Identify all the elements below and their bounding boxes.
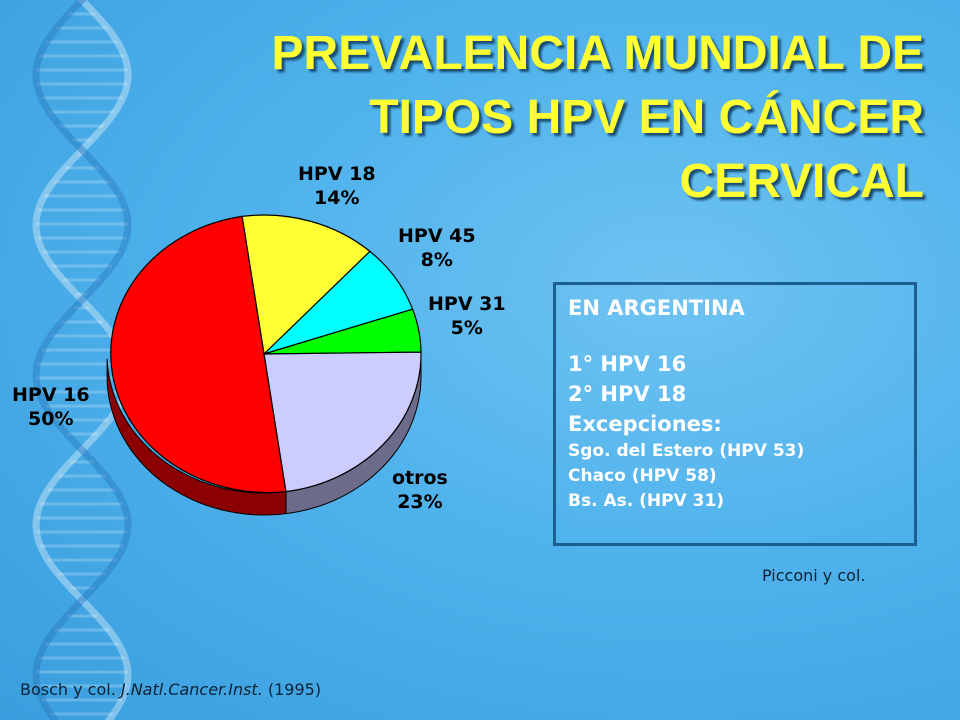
label-hpv18-value: 14% xyxy=(314,187,360,209)
credit-bosch-year: (1995) xyxy=(267,680,322,699)
pie-slice-hpv18 xyxy=(241,214,371,356)
pie-side-hpv16 xyxy=(106,358,287,516)
label-otros-value: 23% xyxy=(397,491,443,513)
slide-title: PREVALENCIA MUNDIAL DE TIPOS HPV EN CÁNC… xyxy=(164,22,924,214)
label-hpv31-value: 5% xyxy=(450,317,483,339)
title-line-2: TIPOS HPV EN CÁNCER xyxy=(369,91,924,144)
label-hpv31-name: HPV 31 xyxy=(428,293,506,315)
credit-bosch-authors: Bosch y col. xyxy=(20,680,116,699)
infobox-first: 1° HPV 16 xyxy=(568,352,687,376)
label-hpv45: HPV 45 8% xyxy=(398,224,476,272)
argentina-infobox: EN ARGENTINA 1° HPV 16 2° HPV 18 Excepci… xyxy=(553,282,917,546)
label-hpv18: HPV 18 14% xyxy=(298,162,376,210)
label-hpv16-value: 50% xyxy=(28,408,74,430)
credit-bosch-journal: J.Natl.Cancer.Inst. xyxy=(120,680,263,699)
label-hpv16: HPV 16 50% xyxy=(12,383,90,431)
title-line-3: CERVICAL xyxy=(679,155,924,208)
label-hpv18-name: HPV 18 xyxy=(298,163,376,185)
infobox-exceptions-label: Excepciones: xyxy=(568,412,722,436)
credit-picconi: Picconi y col. xyxy=(762,566,866,585)
label-otros: otros 23% xyxy=(392,466,448,514)
infobox-exception-2: Chaco (HPV 58) xyxy=(568,466,717,486)
title-line-1: PREVALENCIA MUNDIAL DE xyxy=(271,27,924,80)
label-hpv45-value: 8% xyxy=(420,249,453,271)
label-hpv31: HPV 31 5% xyxy=(428,292,506,340)
pie-slice-otros xyxy=(263,351,422,493)
infobox-exception-1: Sgo. del Estero (HPV 53) xyxy=(568,441,805,461)
dna-strand xyxy=(32,0,132,720)
credit-bosch: Bosch y col. J.Natl.Cancer.Inst. (1995) xyxy=(20,680,321,699)
infobox-second: 2° HPV 18 xyxy=(568,382,687,406)
label-otros-name: otros xyxy=(392,467,448,489)
pie-slice-hpv16 xyxy=(110,215,287,494)
label-hpv16-name: HPV 16 xyxy=(12,384,90,406)
dna-helix-decoration xyxy=(32,0,132,720)
infobox-exception-3: Bs. As. (HPV 31) xyxy=(568,491,725,511)
infobox-heading: EN ARGENTINA xyxy=(568,296,745,320)
label-hpv45-name: HPV 45 xyxy=(398,225,476,247)
